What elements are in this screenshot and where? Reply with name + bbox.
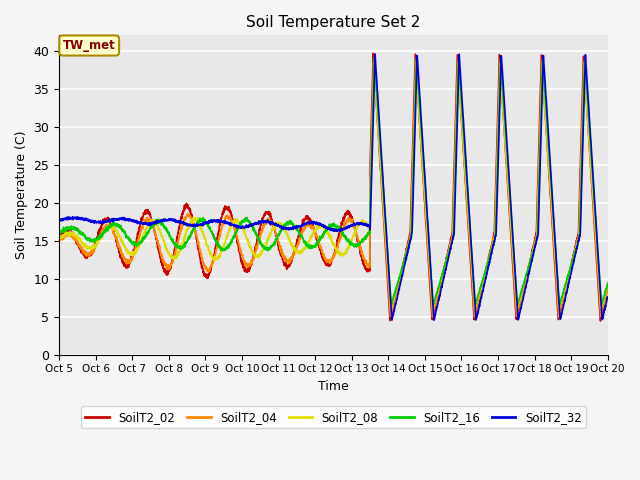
SoilT2_16 <box>118 228 125 233</box>
Line: SoilT2_02: SoilT2_02 <box>59 53 608 321</box>
SoilT2_16 <box>513 303 521 309</box>
SoilT2_16 <box>371 55 378 61</box>
SoilT2_04 <box>534 189 542 194</box>
SoilT2_08 <box>150 218 158 224</box>
SoilT2_02 <box>289 251 297 256</box>
SoilT2_02 <box>118 257 125 263</box>
SoilT2_04 <box>412 59 419 65</box>
SoilT2_08 <box>593 252 601 258</box>
SoilT2_02 <box>150 226 158 232</box>
SoilT2_32 <box>289 226 297 232</box>
SoilT2_08 <box>118 238 125 243</box>
SoilT2_16 <box>593 240 601 246</box>
SoilT2_08 <box>266 233 273 239</box>
X-axis label: Time: Time <box>318 380 349 393</box>
SoilT2_32 <box>55 218 63 224</box>
Line: SoilT2_32: SoilT2_32 <box>59 54 608 320</box>
SoilT2_16 <box>534 209 542 215</box>
SoilT2_16 <box>150 219 158 225</box>
SoilT2_32 <box>150 220 158 226</box>
SoilT2_32 <box>604 294 612 300</box>
Line: SoilT2_04: SoilT2_04 <box>59 62 608 318</box>
SoilT2_08 <box>604 282 612 288</box>
Title: Soil Temperature Set 2: Soil Temperature Set 2 <box>246 15 420 30</box>
Y-axis label: Soil Temperature (C): Soil Temperature (C) <box>15 131 28 259</box>
Text: TW_met: TW_met <box>63 39 116 52</box>
SoilT2_08 <box>513 307 521 312</box>
SoilT2_16 <box>604 280 612 286</box>
SoilT2_08 <box>55 235 63 240</box>
SoilT2_02 <box>55 235 63 241</box>
Legend: SoilT2_02, SoilT2_04, SoilT2_08, SoilT2_16, SoilT2_32: SoilT2_02, SoilT2_04, SoilT2_08, SoilT2_… <box>81 406 586 428</box>
SoilT2_02 <box>369 50 377 56</box>
SoilT2_08 <box>538 66 546 72</box>
SoilT2_02 <box>266 212 273 217</box>
SoilT2_16 <box>289 222 297 228</box>
SoilT2_32 <box>593 240 601 246</box>
SoilT2_02 <box>596 318 604 324</box>
Line: SoilT2_08: SoilT2_08 <box>59 69 608 310</box>
SoilT2_04 <box>604 286 612 291</box>
SoilT2_02 <box>604 285 612 291</box>
SoilT2_08 <box>289 246 297 252</box>
SoilT2_32 <box>266 220 273 226</box>
SoilT2_04 <box>55 237 63 243</box>
SoilT2_16 <box>266 245 273 251</box>
SoilT2_32 <box>430 317 438 323</box>
SoilT2_32 <box>371 51 379 57</box>
SoilT2_16 <box>55 230 63 236</box>
SoilT2_04 <box>555 315 563 321</box>
SoilT2_04 <box>266 218 273 224</box>
SoilT2_08 <box>534 204 542 210</box>
Line: SoilT2_16: SoilT2_16 <box>59 58 608 306</box>
SoilT2_04 <box>150 225 158 231</box>
SoilT2_04 <box>118 250 125 256</box>
SoilT2_04 <box>593 262 601 268</box>
SoilT2_32 <box>118 216 125 222</box>
SoilT2_02 <box>534 173 542 179</box>
SoilT2_04 <box>289 252 297 258</box>
SoilT2_32 <box>534 230 542 236</box>
SoilT2_02 <box>593 267 601 273</box>
